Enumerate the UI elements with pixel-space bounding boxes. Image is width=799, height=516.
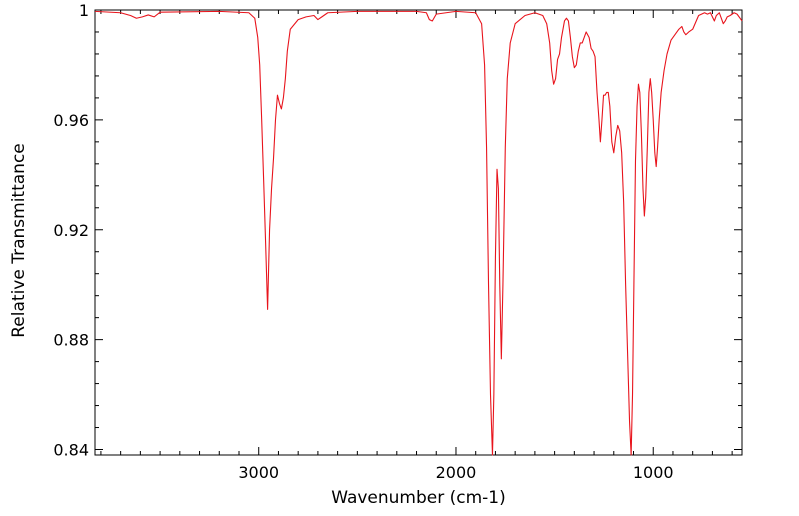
x-tick-labels: 3000 2000 1000 (238, 463, 673, 482)
x-tick-label: 2000 (436, 463, 477, 482)
major-ticks (95, 9, 742, 455)
y-axis-title: Relative Transmittance (9, 143, 29, 338)
x-tick-label: 1000 (633, 463, 674, 482)
minor-ticks (95, 10, 742, 455)
y-tick-label: 1 (79, 1, 89, 20)
plot-area (94, 9, 743, 456)
x-tick-label: 3000 (238, 463, 279, 482)
y-tick-label: 0.96 (53, 111, 89, 130)
y-tick-label: 0.84 (53, 441, 89, 460)
plot-frame (94, 9, 743, 456)
y-tick-label: 0.88 (53, 331, 89, 350)
spectrum-series-line (94, 10, 743, 456)
y-tick-label: 0.92 (53, 221, 89, 240)
x-axis-title: Wavenumber (cm-1) (331, 488, 506, 508)
y-tick-labels: 0.84 0.88 0.92 0.96 1 (53, 1, 89, 460)
